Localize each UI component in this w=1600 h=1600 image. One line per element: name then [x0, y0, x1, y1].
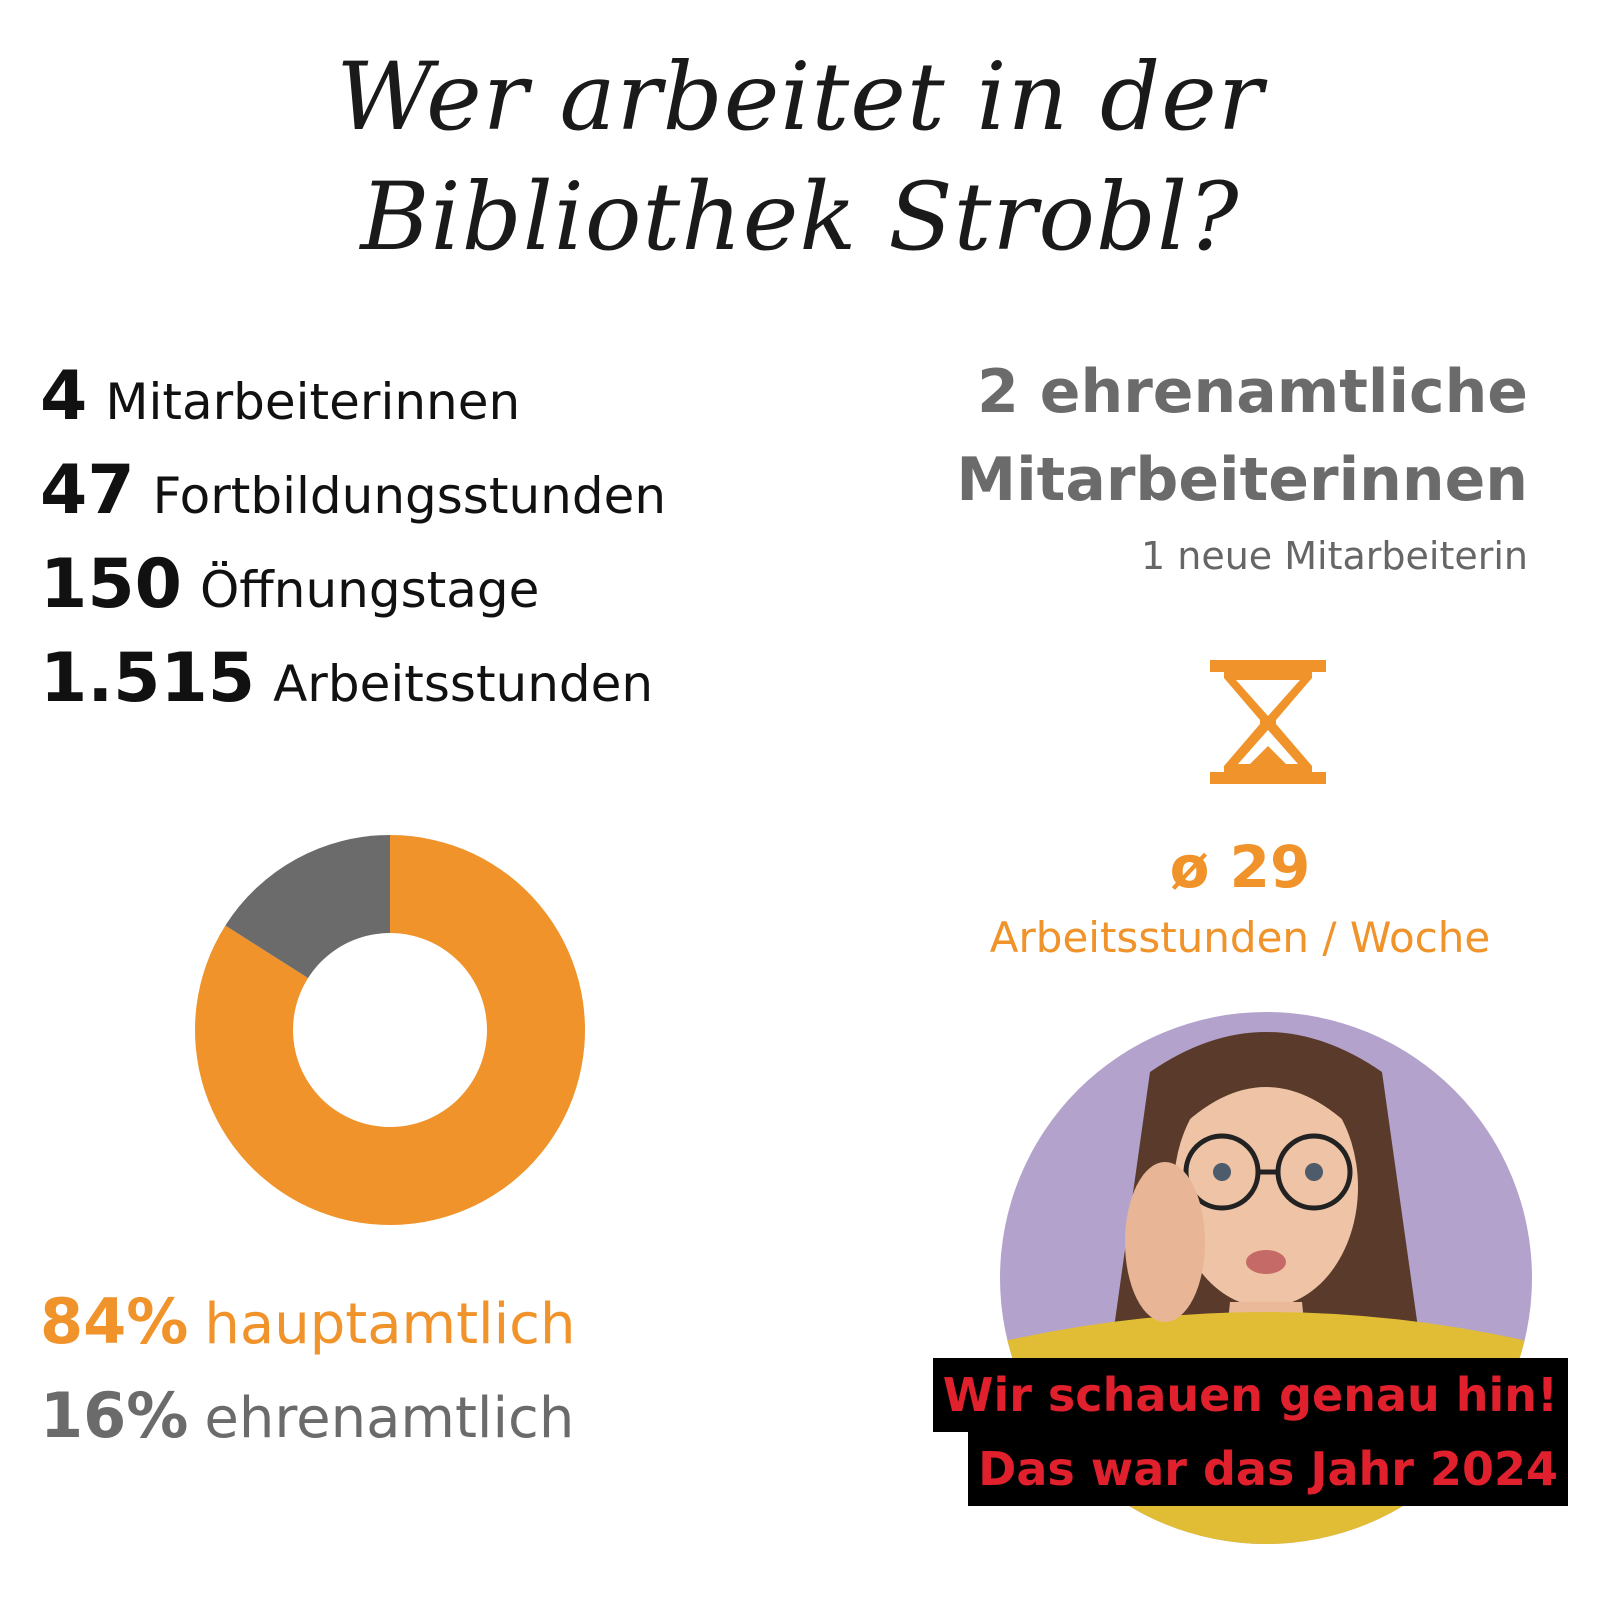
chart-legend: 84% hauptamtlich 16% ehrenamtlich	[40, 1275, 575, 1463]
legend-value: 84%	[40, 1285, 189, 1358]
banner-line-2: Das war das Jahr 2024	[968, 1432, 1568, 1506]
stat-label: Mitarbeiterinnen	[105, 373, 521, 431]
donut-chart	[195, 835, 585, 1225]
stat-label: Fortbildungsstunden	[152, 467, 667, 525]
legend-value: 16%	[40, 1379, 189, 1452]
stat-number: 47	[40, 451, 135, 530]
stat-number: 1.515	[40, 639, 256, 718]
volunteer-line-2: Mitarbeiterinnen	[956, 445, 1528, 515]
donut-hole	[293, 933, 487, 1127]
stat-label: Arbeitsstunden	[273, 655, 654, 713]
volunteer-line-1: 2 ehrenamtliche	[977, 357, 1528, 427]
title-line-1: Wer arbeitet in der	[336, 43, 1264, 152]
stat-training-hours: 47 Fortbildungsstunden	[40, 444, 666, 538]
banner-line-1: Wir schauen genau hin!	[932, 1358, 1568, 1432]
stat-working-hours: 1.515 Arbeitsstunden	[40, 632, 666, 726]
stats-list: 4 Mitarbeiterinnen 47 Fortbildungsstunden …	[40, 350, 666, 726]
stat-label: Öffnungstage	[199, 561, 540, 619]
legend-label: ehrenamtlich	[204, 1386, 575, 1451]
average-label: Arbeitsstunden / Woche	[989, 913, 1491, 962]
legend-item-hauptamtlich: 84% hauptamtlich	[40, 1275, 575, 1369]
stat-staff: 4 Mitarbeiterinnen	[40, 350, 666, 444]
hourglass-icon	[1210, 660, 1326, 788]
stat-number: 150	[40, 545, 182, 624]
legend-item-ehrenamtlich: 16% ehrenamtlich	[40, 1369, 575, 1463]
stat-opening-days: 150 Öffnungstage	[40, 538, 666, 632]
page-title: Wer arbeitet in der Bibliothek Strobl?	[0, 38, 1600, 278]
volunteer-block: 2 ehrenamtliche Mitarbeiterinnen 1 neue …	[956, 348, 1528, 588]
title-line-2: Bibliothek Strobl?	[360, 163, 1240, 272]
stat-number: 4	[40, 357, 88, 436]
volunteer-sub: 1 neue Mitarbeiterin	[1140, 534, 1528, 578]
average-value: ø 29	[1169, 833, 1311, 901]
legend-label: hauptamtlich	[204, 1292, 576, 1357]
